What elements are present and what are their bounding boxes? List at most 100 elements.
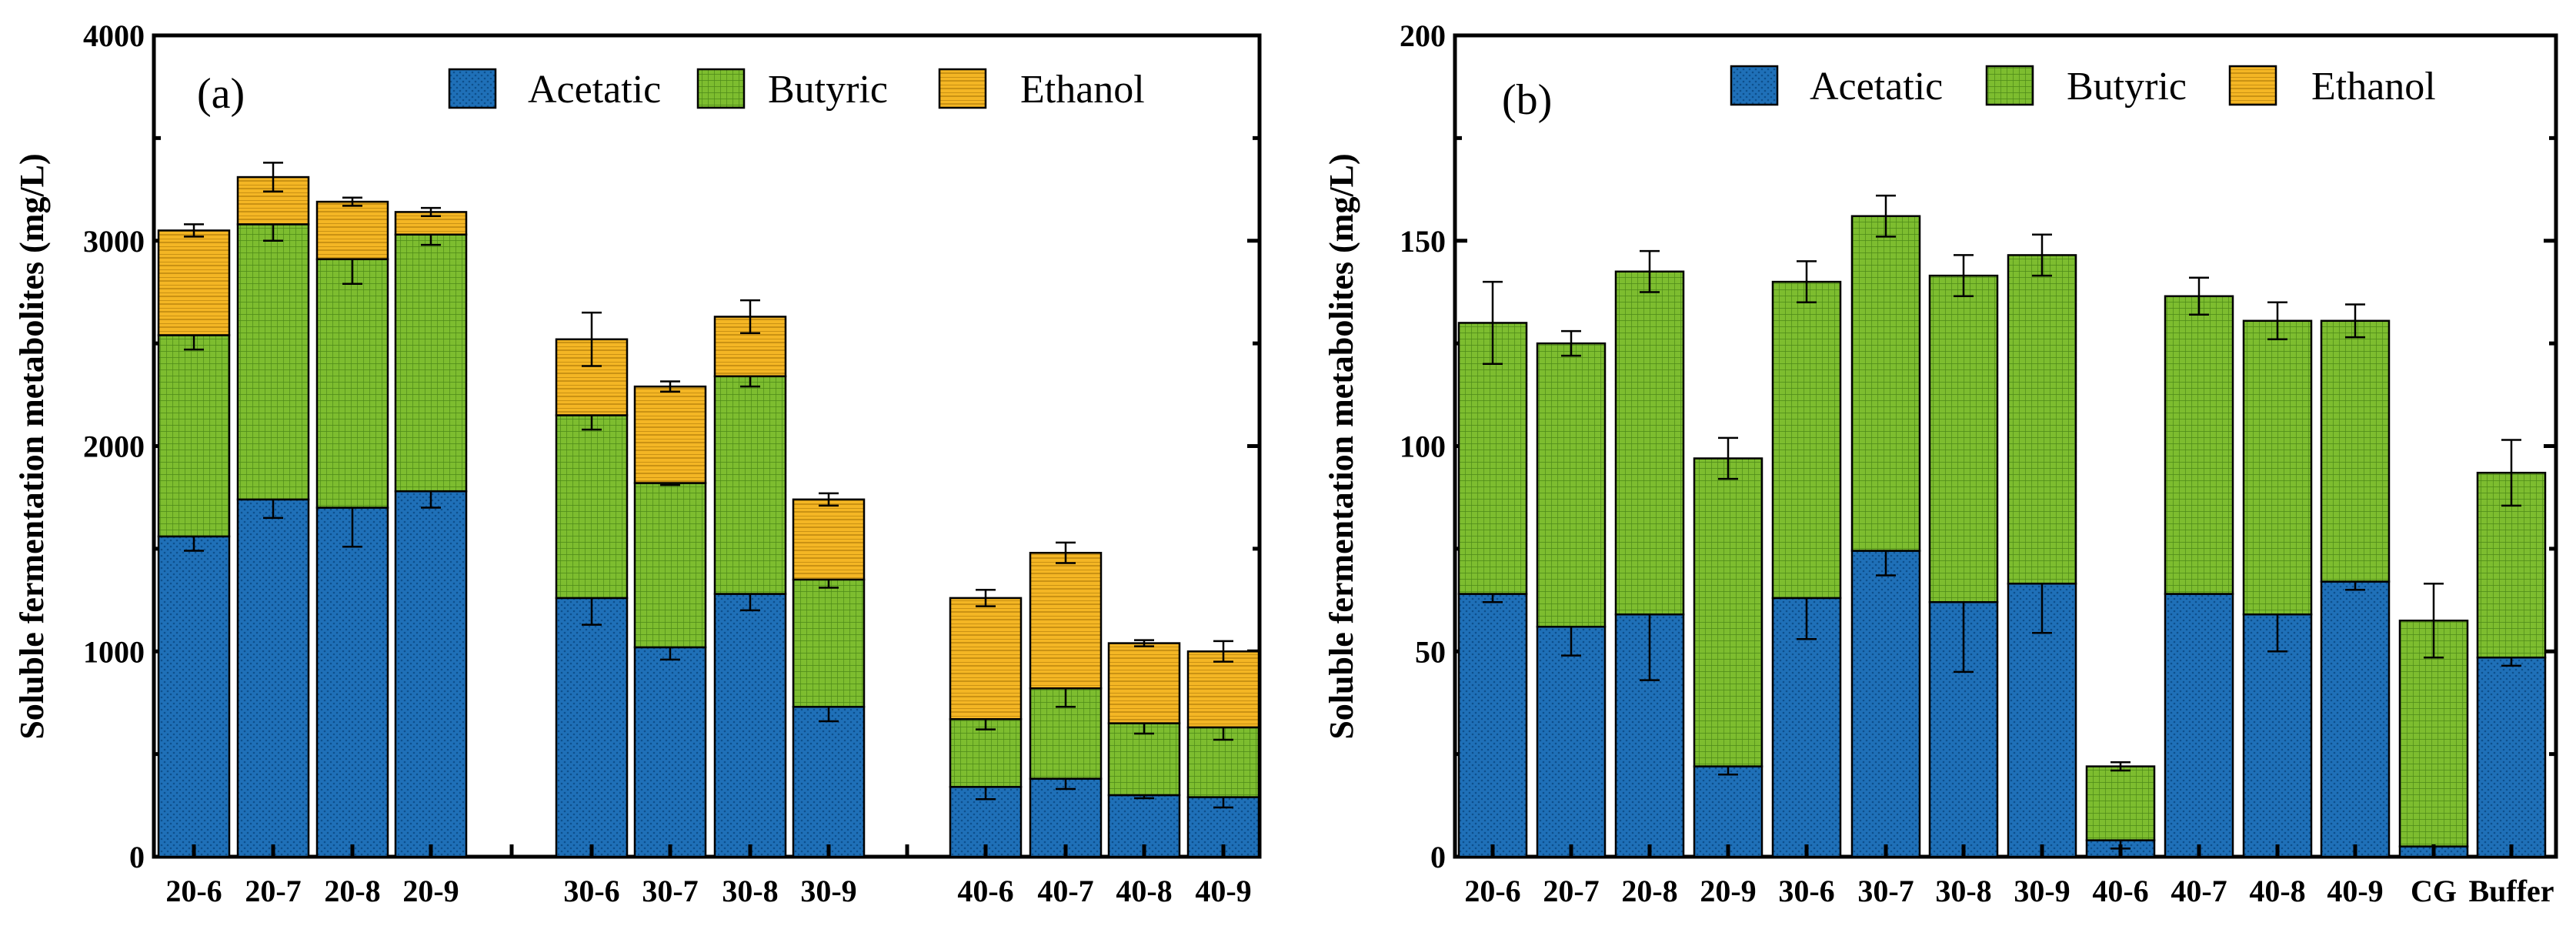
panel-a-bar-20-8-acetatic — [315, 506, 389, 858]
panel-a-bar-40-6-butyric — [949, 718, 1023, 788]
panel-b-error-bar-20-9-butyric — [1718, 436, 1738, 480]
panel-a-y-tick-label: 1000 — [83, 634, 145, 669]
panel-b-error-bar-30-8-butyric — [1954, 254, 1974, 298]
panel-a-x-tick-label-20-7: 20-7 — [245, 874, 301, 908]
panel-b-chart: (b) Soluble fermentation metabolites (mg… — [1323, 18, 2558, 908]
panel-a-legend-label-acetatic: Acetatic — [528, 68, 661, 112]
panel-a-bar-30-7-acetatic — [633, 646, 707, 858]
panel-a-bar-20-6-ethanol — [157, 229, 231, 336]
panel-b-bar-20-9-butyric — [1693, 457, 1763, 767]
panel-a-y-axis: 0 1000 2000 3000 4000 — [83, 18, 1260, 874]
panel-b-legend: Acetatic Butyric Ethanol — [1730, 65, 2436, 109]
panel-b-y-axis-label: Soluble fermentation metabolites (mg/L) — [1323, 153, 1360, 739]
panel-a-label: (a) — [197, 70, 245, 118]
panel-b-legend-label-acetatic: Acetatic — [1810, 65, 1943, 109]
panel-a-bar-30-8-acetatic — [713, 593, 787, 858]
panel-b-label: (b) — [1502, 76, 1552, 124]
panel-b-x-tick-label-20-7: 20-7 — [1543, 874, 1599, 908]
panel-a-x-tick-label-40-9: 40-9 — [1195, 874, 1251, 908]
panel-b-bar-30-7-acetatic — [1850, 550, 1921, 858]
panel-a-error-bar-20-7-ethanol — [263, 162, 283, 192]
panel-b-bar-40-6-butyric — [2085, 765, 2156, 841]
panel-a-x-tick-label-20-8: 20-8 — [324, 874, 380, 908]
panel-a-bar-40-9-ethanol — [1186, 650, 1260, 729]
panel-b-x-tick-label-buffer: Buffer — [2468, 874, 2554, 908]
panel-b-bar-20-7-butyric — [1536, 342, 1607, 628]
panel-b-x-tick-label-30-9: 30-9 — [2014, 874, 2070, 908]
panel-a-x-tick-label-40-7: 40-7 — [1037, 874, 1093, 908]
panel-b-legend-swatch-butyric — [1985, 65, 2034, 106]
panel-b-x-tick-label-40-7: 40-7 — [2171, 874, 2227, 908]
panel-a-error-bar-40-6-ethanol — [976, 588, 996, 607]
panel-b-bar-20-9-acetatic — [1693, 765, 1763, 858]
panel-b-x-tick-labels: 20-6 20-7 20-8 20-9 30-6 30-7 30-8 30-9 40-6 40-7… — [1464, 874, 2554, 908]
panel-a-bar-30-9-acetatic — [792, 706, 866, 858]
panel-a-x-tick-label-40-6: 40-6 — [957, 874, 1013, 908]
panel-b-x-tick-label-40-9: 40-9 — [2327, 874, 2383, 908]
panel-b-error-bar-buffer-butyric — [2501, 439, 2521, 507]
panel-b-error-bar-cg-butyric — [2424, 582, 2444, 659]
panel-a-bar-20-9-butyric — [394, 233, 468, 493]
panel-a-y-axis-label: Soluble fermentation metabolites (mg/L) — [13, 153, 51, 739]
panel-b-bar-30-7-butyric — [1850, 215, 1921, 552]
panel-b-y-tick-label: 0 — [1430, 840, 1446, 874]
panel-a-x-tick-label-30-8: 30-8 — [722, 874, 778, 908]
panel-b-legend-label-ethanol: Ethanol — [2311, 65, 2436, 109]
panel-b-error-bar-20-8-butyric — [1640, 249, 1660, 293]
panel-a-bar-20-9-acetatic — [394, 490, 468, 858]
panel-a-bar-30-7-butyric — [633, 482, 707, 649]
panel-b-bar-40-7-acetatic — [2164, 593, 2234, 858]
panel-a-y-tick-label: 2000 — [83, 430, 145, 464]
panel-a-error-bar-20-6-ethanol — [184, 223, 204, 238]
panel-a-bar-20-8-butyric — [315, 258, 389, 509]
panel-a-x-tick-label-20-9: 20-9 — [402, 874, 459, 908]
panel-b-bar-30-9-butyric — [2007, 254, 2077, 585]
panel-a-bar-40-8-ethanol — [1107, 642, 1181, 724]
panel-a-error-bar-40-7-ethanol — [1056, 541, 1076, 564]
panel-a-error-bar-20-8-ethanol — [342, 196, 362, 207]
panel-a-bar-30-9-ethanol — [792, 498, 866, 581]
panel-b-error-bar-40-7-butyric — [2189, 276, 2209, 316]
panel-a-legend-swatch-ethanol — [938, 68, 987, 109]
panel-a-y-tick-label: 0 — [129, 840, 145, 874]
panel-b-x-tick-label-20-8: 20-8 — [1621, 874, 1677, 908]
panel-a-bar-40-8-acetatic — [1107, 794, 1181, 858]
panel-b-bar-30-8-butyric — [1928, 274, 1999, 603]
panel-b-legend-swatch-acetatic — [1730, 65, 1779, 106]
panel-a-bar-20-6-butyric — [157, 334, 231, 538]
panel-b-x-tick-label-20-9: 20-9 — [1700, 874, 1756, 908]
panel-b-error-bar-30-7-butyric — [1876, 194, 1896, 238]
panel-b-bar-20-8-butyric — [1614, 270, 1685, 616]
panel-b-error-bar-20-7-butyric — [1561, 329, 1581, 357]
panel-a-bars — [157, 162, 1260, 858]
panel-a-error-bar-30-7-ethanol — [660, 380, 680, 393]
panel-a-bar-30-8-butyric — [713, 375, 787, 595]
panel-a-x-tick-label-30-6: 30-6 — [563, 874, 619, 908]
panel-a-error-bar-30-9-ethanol — [819, 492, 839, 507]
panel-a-x-tick-label-40-8: 40-8 — [1116, 874, 1172, 908]
panel-a-y-tick-label: 3000 — [83, 224, 145, 259]
panel-b-bar-20-6-acetatic — [1457, 593, 1528, 858]
panel-a-legend-label-butyric: Butyric — [768, 68, 888, 112]
panel-b-x-tick-label-20-6: 20-6 — [1464, 874, 1520, 908]
panel-b-error-bar-40-6-butyric — [2111, 761, 2131, 772]
panel-b-y-tick-label: 50 — [1415, 634, 1446, 669]
panel-a-bar-40-6-ethanol — [949, 597, 1023, 720]
panel-b-bar-40-9-butyric — [2320, 319, 2391, 583]
panel-a-x-tick-label-30-7: 30-7 — [642, 874, 698, 908]
panel-b-bars — [1457, 194, 2547, 858]
panel-a-chart: (a) Soluble fermentation metabolites (mg… — [13, 18, 1262, 908]
panel-a-x-tick-label-30-9: 30-9 — [800, 874, 856, 908]
panel-b-x-tick-label-40-6: 40-6 — [2092, 874, 2148, 908]
panel-a-legend-swatch-butyric — [696, 68, 746, 109]
panel-a-legend: Acetatic Butyric Ethanol — [448, 68, 1145, 112]
panel-b-bar-40-8-butyric — [2242, 319, 2313, 616]
panel-a-x-tick-label-20-6: 20-6 — [165, 874, 222, 908]
panel-a-bar-30-9-butyric — [792, 578, 866, 708]
panel-a-bar-20-7-butyric — [236, 223, 310, 501]
panel-b-bar-40-9-acetatic — [2320, 580, 2391, 858]
panel-a-error-bar-30-8-ethanol — [740, 299, 760, 335]
panel-b-error-bar-40-9-butyric — [2345, 303, 2365, 339]
panel-b-x-tick-label-40-8: 40-8 — [2249, 874, 2305, 908]
panel-a-legend-swatch-acetatic — [448, 68, 497, 109]
